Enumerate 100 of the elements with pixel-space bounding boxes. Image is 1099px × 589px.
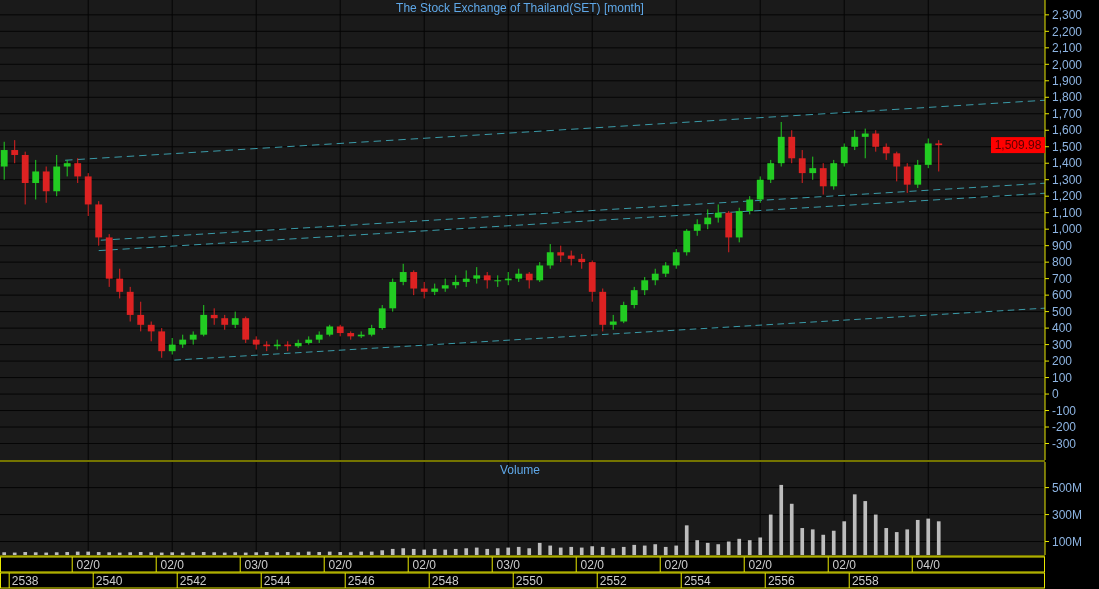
candlestick xyxy=(788,129,796,164)
y-tick-label: 1,500 xyxy=(1052,139,1083,154)
bar xyxy=(401,548,406,555)
bar xyxy=(663,546,668,555)
bar xyxy=(674,545,679,555)
bar xyxy=(653,544,658,555)
candlestick xyxy=(410,269,418,296)
bar xyxy=(296,552,301,555)
candlestick xyxy=(200,304,208,337)
candlestick xyxy=(851,129,859,151)
y-tick-label: -100 xyxy=(1052,403,1077,418)
bar xyxy=(212,552,217,555)
candlestick xyxy=(546,243,554,270)
x-tick-label: 2538 xyxy=(11,574,39,589)
y-tick-label: 1,200 xyxy=(1052,189,1083,204)
y-tick-label: 100M xyxy=(1052,534,1083,549)
candlestick xyxy=(620,301,628,324)
candlestick xyxy=(494,274,502,288)
candlestick xyxy=(126,286,134,323)
bar xyxy=(842,521,847,555)
candlestick xyxy=(42,166,50,204)
bar xyxy=(338,552,343,555)
annotation: 02/0 xyxy=(160,558,185,573)
bar xyxy=(621,546,626,555)
bar xyxy=(537,542,542,555)
candlestick xyxy=(74,157,82,184)
candlestick xyxy=(893,151,901,182)
annotation: 1,509.98 xyxy=(994,138,1042,153)
annotation: 02/0 xyxy=(664,558,689,573)
x-tick-label: 2550 xyxy=(515,574,543,589)
bar xyxy=(800,528,805,555)
x-tick-label: 2558 xyxy=(851,574,879,589)
bar xyxy=(905,529,910,555)
bar xyxy=(359,551,364,555)
bar xyxy=(306,551,311,555)
y-tick-label: 700 xyxy=(1052,271,1073,286)
bar xyxy=(810,529,815,555)
bar xyxy=(65,552,70,555)
bar xyxy=(75,551,80,555)
bar xyxy=(863,501,868,555)
x-tick-label: 2556 xyxy=(767,574,795,589)
bar xyxy=(327,551,332,555)
bar xyxy=(894,532,899,555)
candlestick xyxy=(116,268,124,299)
candlestick xyxy=(809,156,817,181)
candlestick xyxy=(630,286,638,309)
bar xyxy=(138,552,143,555)
annotation: 02/0 xyxy=(832,558,857,573)
annotation: 02/0 xyxy=(328,558,353,573)
candlestick xyxy=(147,321,155,342)
y-tick-label: -300 xyxy=(1052,436,1077,451)
x-tick-label: 2542 xyxy=(179,574,207,589)
candlestick xyxy=(714,203,722,224)
bar xyxy=(170,552,175,555)
candlestick xyxy=(767,159,775,184)
bar xyxy=(432,548,437,555)
bar xyxy=(128,552,133,555)
annotation: 02/0 xyxy=(580,558,605,573)
y-tick-label: 200 xyxy=(1052,354,1073,369)
bar xyxy=(779,484,784,555)
x-tick-label: 2552 xyxy=(599,574,627,589)
bar xyxy=(474,547,479,555)
bar xyxy=(348,552,353,555)
bar xyxy=(852,494,857,555)
bar xyxy=(737,538,742,555)
bar xyxy=(495,548,500,555)
bar xyxy=(590,546,595,555)
candlestick xyxy=(746,195,754,215)
candlestick xyxy=(840,142,848,168)
candlestick xyxy=(137,301,145,332)
bar xyxy=(726,541,731,555)
candlestick xyxy=(399,263,407,286)
chart-title: Volume xyxy=(499,463,541,477)
y-tick-label: 900 xyxy=(1052,238,1073,253)
y-tick-label: 500 xyxy=(1052,304,1073,319)
bar xyxy=(411,548,416,555)
bar xyxy=(579,547,584,555)
candlestick xyxy=(798,149,806,184)
candlestick xyxy=(242,316,250,344)
x-tick-label: 2548 xyxy=(431,574,459,589)
x-tick-label: 2546 xyxy=(347,574,375,589)
candlestick xyxy=(0,141,8,181)
y-tick-label: 800 xyxy=(1052,255,1073,270)
bar xyxy=(789,503,794,555)
y-tick-label: 300M xyxy=(1052,507,1083,522)
y-tick-label: 2,000 xyxy=(1052,57,1083,72)
candlestick xyxy=(830,159,838,191)
bar xyxy=(642,545,647,555)
bar xyxy=(768,514,773,555)
chart-title: The Stock Exchange of Thailand(SET) [month] xyxy=(396,1,644,15)
y-tick-label: 1,900 xyxy=(1052,73,1083,88)
candlestick xyxy=(32,159,40,200)
bar xyxy=(705,542,710,555)
y-tick-label: 300 xyxy=(1052,337,1073,352)
bar xyxy=(443,549,448,555)
y-tick-label: 1,100 xyxy=(1052,205,1083,220)
bar xyxy=(915,519,920,555)
bar xyxy=(527,548,532,555)
bar xyxy=(884,528,889,555)
bar xyxy=(149,552,154,555)
